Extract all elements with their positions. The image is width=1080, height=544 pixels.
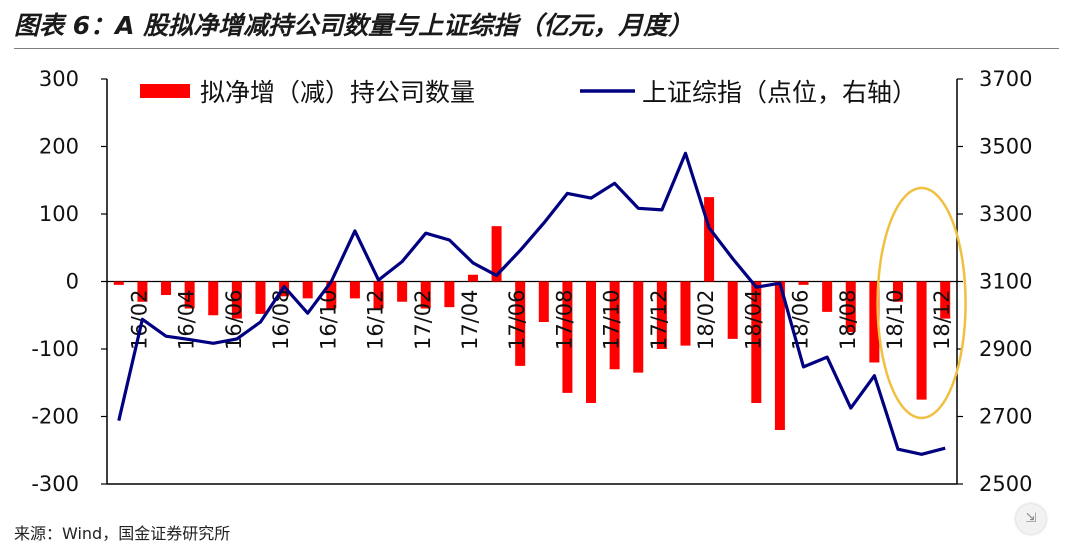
x-tick-label: 16/10: [316, 290, 340, 351]
bar: [869, 281, 880, 363]
bar: [633, 281, 644, 373]
legend-bar-label: 拟净增（减）持公司数量: [200, 78, 475, 107]
bar: [916, 281, 927, 400]
bar: [798, 281, 809, 285]
left-tick-label: -200: [31, 405, 79, 429]
bar: [562, 281, 573, 393]
bar: [326, 281, 337, 309]
bar: [822, 281, 833, 312]
x-tick-label: 18/12: [930, 290, 954, 351]
bar: [704, 197, 715, 282]
x-tick-label: 16/12: [364, 290, 388, 351]
legend: 拟净增（减）持公司数量 上证综指（点位，右轴）: [140, 78, 917, 107]
bar: [302, 281, 313, 299]
bar: [137, 281, 148, 302]
legend-bar-swatch: [140, 84, 190, 98]
bar: [751, 281, 762, 403]
right-tick-label: 3100: [979, 270, 1032, 294]
left-axis: 300 200 100 0 -100 -200 -300: [31, 67, 107, 496]
bar: [727, 281, 738, 339]
bar: [892, 281, 903, 302]
x-tick-label: 18/06: [789, 290, 813, 351]
x-tick-label: 17/12: [647, 290, 671, 351]
x-tick-label: 17/06: [505, 290, 529, 351]
bar: [609, 281, 620, 370]
collapse-icon[interactable]: ⇲: [1016, 504, 1046, 534]
left-tick-label: -100: [31, 337, 79, 361]
x-tick-label: 18/02: [694, 290, 718, 351]
highlight-ellipse: [876, 186, 967, 420]
right-tick-label: 3300: [979, 202, 1032, 226]
left-tick-label: 100: [39, 202, 79, 226]
legend-line-label: 上证综指（点位，右轴）: [642, 78, 917, 107]
bar: [845, 281, 856, 333]
right-tick-label: 3500: [979, 135, 1032, 159]
left-tick-label: 300: [39, 67, 79, 91]
bar: [538, 281, 549, 322]
title-divider: [14, 48, 1059, 49]
x-tick-label: 17/08: [552, 290, 576, 351]
index-line: [117, 151, 946, 456]
x-tick-label: 18/08: [836, 290, 860, 351]
x-tick-label: 17/10: [600, 290, 624, 351]
x-tick-label: 16/02: [127, 290, 151, 351]
bar: [184, 281, 195, 309]
bar: [420, 281, 431, 309]
source-note: 来源：Wind，国金证券研究所: [14, 524, 231, 543]
bar: [467, 274, 478, 282]
line-series: [117, 151, 946, 456]
figure-title: 图表 6：A 股拟净增减持公司数量与上证综指（亿元，月度）: [14, 11, 694, 40]
right-tick-label: 2500: [979, 472, 1032, 496]
right-axis: 3700 3500 3300 3100 2900 2700 2500: [957, 67, 1032, 496]
bar: [208, 281, 219, 316]
right-tick-label: 2900: [979, 337, 1032, 361]
bar: [113, 281, 124, 285]
bar: [255, 281, 266, 314]
bar: [444, 281, 455, 308]
bar: [373, 281, 384, 309]
bar: [586, 281, 597, 403]
x-tick-label: 17/04: [458, 290, 482, 351]
x-tick-label: 16/08: [269, 290, 293, 351]
x-tick-label: 18/10: [883, 290, 907, 351]
bar: [397, 281, 408, 302]
bar: [515, 281, 526, 366]
bar: [491, 226, 502, 282]
bar: [680, 281, 691, 346]
left-tick-label: 200: [39, 135, 79, 159]
bar: [161, 281, 172, 295]
bar: [231, 281, 242, 319]
bar: [940, 281, 951, 319]
left-tick-label: 0: [66, 270, 79, 294]
x-tick-label: 18/04: [741, 290, 765, 351]
bar: [656, 281, 667, 349]
bar: [349, 281, 360, 299]
x-tick-label: 17/02: [411, 290, 435, 351]
x-axis-labels: 16/02 16/04 16/06 16/08 16/10 16/12 17/02 17/04…: [127, 290, 954, 351]
bar: [774, 281, 785, 430]
right-tick-label: 2700: [979, 405, 1032, 429]
right-tick-label: 3700: [979, 67, 1032, 91]
figure-header: 图表 6：A 股拟净增减持公司数量与上证综指（亿元，月度）: [0, 0, 1062, 52]
bar-series: [113, 197, 951, 430]
left-tick-label: -300: [31, 472, 79, 496]
